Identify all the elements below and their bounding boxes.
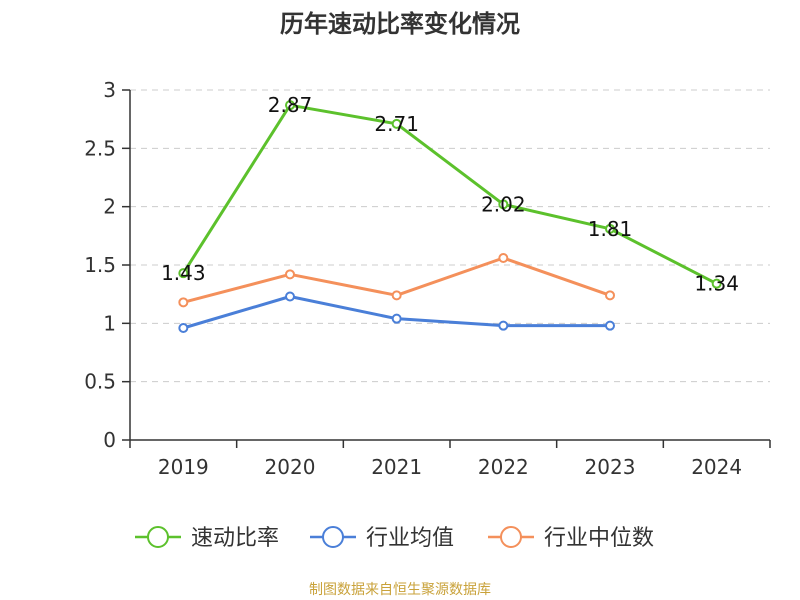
data-point	[391, 290, 402, 301]
data-point	[178, 297, 189, 308]
x-tick-label: 2022	[478, 455, 529, 479]
x-tick-label: 2021	[371, 455, 422, 479]
data-point	[285, 269, 295, 280]
data-point	[178, 323, 189, 333]
legend-marker	[322, 526, 344, 548]
x-tick-label: 2023	[585, 455, 636, 479]
data-label: 2.71	[374, 112, 419, 136]
legend-marker	[147, 526, 169, 548]
x-tick-label: 2020	[265, 455, 316, 479]
series-layer	[178, 100, 722, 333]
data-point	[498, 320, 509, 331]
data-point	[498, 253, 509, 263]
data-label: 2.02	[481, 192, 526, 216]
grid-lines	[130, 89, 770, 383]
data-point	[285, 100, 295, 111]
x-tick-label: 2019	[158, 455, 209, 479]
y-tick-label: 2	[103, 195, 116, 219]
y-tick-label: 1.5	[84, 253, 116, 277]
x-tick-label: 2024	[691, 455, 742, 479]
data-point	[285, 291, 295, 302]
data-point	[178, 268, 189, 279]
legend: 速动比率 行业均值 行业中位数	[135, 526, 654, 551]
data-point	[711, 278, 722, 289]
y-tick-label: 2.5	[84, 136, 116, 160]
data-point	[391, 313, 402, 324]
data-label: 1.43	[161, 261, 206, 285]
data-point	[605, 320, 615, 331]
legend-label: 行业均值	[366, 526, 454, 551]
data-label: 1.34	[694, 272, 739, 296]
data-point	[605, 290, 615, 301]
legend-label: 速动比率	[191, 526, 279, 551]
y-tick-label: 3	[103, 78, 116, 102]
legend-label: 行业中位数	[544, 526, 654, 551]
data-point	[605, 223, 615, 234]
source-note: 制图数据来自恒生聚源数据库	[309, 582, 491, 598]
data-labels: 1.43 2.87 2.71 2.02 1.81 1.34	[161, 93, 739, 296]
y-tick-label: 1	[103, 311, 116, 335]
y-tick-label: 0	[103, 428, 116, 452]
y-tick-label: 0.5	[84, 370, 116, 394]
series-line-0	[182, 103, 718, 286]
data-label: 2.87	[268, 93, 313, 117]
chart-title: 历年速动比率变化情况	[280, 10, 520, 38]
data-point	[391, 118, 402, 129]
legend-marker	[500, 526, 522, 548]
data-point	[498, 199, 509, 210]
axes: 0 0.5 1 1.5 2 2.5 3 2019 2020 2021 2022 2023 2024	[84, 78, 771, 479]
data-label: 1.81	[588, 217, 633, 241]
